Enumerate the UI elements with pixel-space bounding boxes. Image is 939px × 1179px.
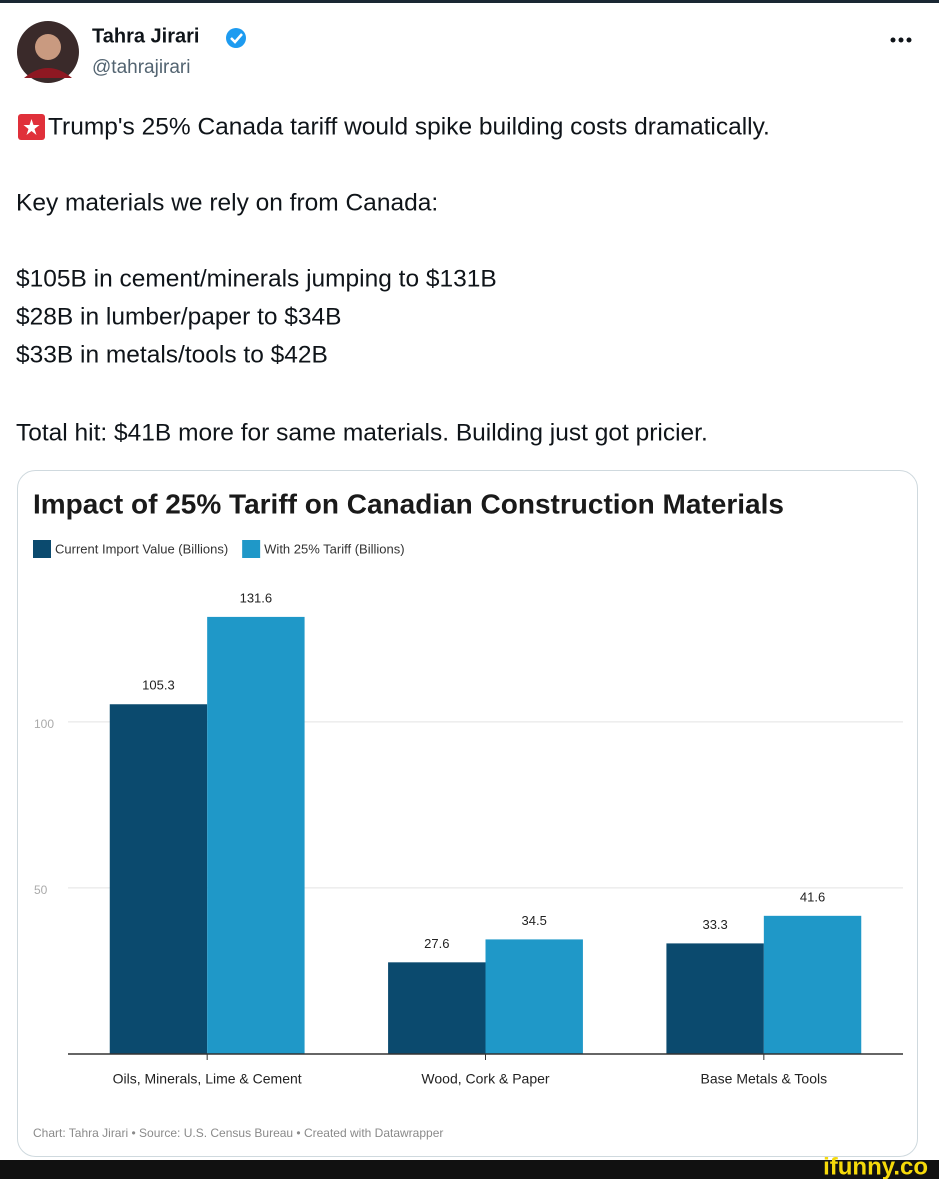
bar	[388, 962, 486, 1054]
tweet-text: $105B in cement/minerals jumping to $131…	[16, 265, 497, 292]
verified-check	[230, 33, 243, 44]
bar	[666, 943, 764, 1054]
value-label: 105.3	[142, 678, 175, 693]
x-tick-label: Oils, Minerals, Lime & Cement	[113, 1071, 302, 1087]
x-tick-label: Base Metals & Tools	[701, 1071, 828, 1087]
bar	[109, 704, 208, 1054]
legend-swatch	[33, 540, 51, 558]
tweet-text: $28B in lumber/paper to $34B	[16, 303, 342, 330]
siren-star	[23, 119, 40, 135]
tweet-text: $33B in metals/tools to $42B	[16, 341, 328, 368]
chart-title: Impact of 25% Tariff on Canadian Constru…	[33, 488, 784, 519]
y-tick-label: 100	[34, 717, 54, 731]
y-tick-label: 50	[34, 883, 48, 897]
verified-badge	[226, 28, 246, 48]
top-edge	[0, 0, 939, 3]
handle[interactable]: @tahrajirari	[92, 57, 190, 78]
bar	[763, 915, 862, 1054]
tweet-text: Trump's 25% Canada tariff would spike bu…	[48, 113, 770, 140]
chart: Current Import Value (Billions) With 25% …	[33, 540, 903, 1087]
chart-source: Chart: Tahra Jirari • Source: U.S. Censu…	[33, 1126, 443, 1140]
watermark: ifunny.co	[823, 1153, 928, 1179]
value-label: 131.6	[240, 590, 273, 605]
legend-label: Current Import Value (Billions)	[55, 541, 228, 556]
value-label: 27.6	[424, 936, 449, 951]
bar	[485, 939, 583, 1054]
more-menu[interactable]	[890, 37, 912, 43]
x-tick-label: Wood, Cork & Paper	[421, 1071, 549, 1087]
legend-label: With 25% Tariff (Billions)	[264, 541, 404, 556]
footer-bar	[0, 1160, 939, 1179]
value-label: 33.3	[702, 917, 727, 932]
bar	[207, 616, 305, 1054]
avatar-face	[35, 34, 61, 60]
value-label: 34.5	[522, 913, 547, 928]
avatar-shirt	[24, 68, 72, 78]
legend-swatch	[242, 540, 261, 558]
author-name[interactable]: Tahra Jirari	[92, 25, 199, 47]
value-label: 41.6	[800, 889, 825, 904]
tweet-text: Key materials we rely on from Canada:	[16, 189, 438, 216]
tweet-text: Total hit: $41B more for same materials.…	[16, 419, 708, 446]
